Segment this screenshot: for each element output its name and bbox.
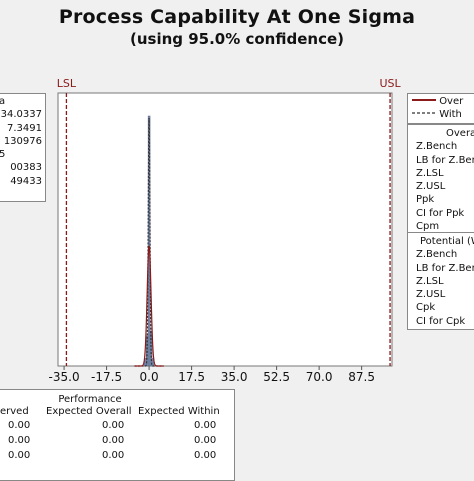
lsl-label: LSL [57, 77, 77, 90]
overall-row: CI for Ppk [416, 207, 465, 219]
usl-label: USL [379, 77, 401, 90]
potential-heading: Potential (W [420, 236, 474, 247]
potential-row: CI for Cpk [416, 315, 466, 327]
x-tick-label: -17.5 [91, 370, 122, 384]
performance-header: Expected Overall [46, 406, 132, 417]
performance-cell: 0.00 [102, 450, 125, 461]
x-tick-label: 35.0 [221, 370, 248, 384]
x-tick-label: 87.5 [348, 370, 375, 384]
performance-cell: 0.00 [102, 435, 125, 446]
x-tick-label: -35.0 [49, 370, 80, 384]
performance-cell: 0.00 [8, 420, 31, 431]
process-data-line: 5 [0, 148, 45, 161]
performance-cell: 0.00 [8, 450, 31, 461]
x-tick-label: 0.0 [140, 370, 159, 384]
overall-row: Z.LSL [416, 167, 444, 179]
performance-table: Performance erved Expected Overall Expec… [0, 389, 235, 481]
performance-cell: 0.00 [194, 420, 217, 431]
overall-heading: Overa [446, 128, 474, 139]
performance-cell: 0.00 [102, 420, 125, 431]
potential-row: Z.Bench [416, 249, 458, 261]
process-data-line: 49433 [10, 175, 42, 187]
process-data-box: a 34.0337 7.3491 130976 5 00383 49433 [0, 93, 46, 202]
performance-title: Performance [58, 394, 122, 405]
overall-row: Ppk [416, 194, 435, 206]
x-tick-label: 52.5 [263, 370, 290, 384]
potential-row: Z.USL [416, 289, 446, 301]
performance-cell: 0.00 [8, 435, 31, 446]
performance-cell: 0.00 [194, 435, 217, 446]
chart-title: Process Capability At One Sigma [58, 6, 416, 28]
process-data-line: 7.3491 [7, 122, 42, 134]
overall-row: Cpm [416, 221, 440, 233]
overall-row: Z.USL [416, 181, 446, 193]
x-tick-label: 70.0 [306, 370, 333, 384]
legend: Over With [407, 93, 474, 124]
process-data-line: 34.0337 [0, 109, 42, 121]
legend-label: With [439, 109, 462, 121]
overall-row: Z.Bench [416, 141, 458, 153]
potential-row: Z.LSL [416, 275, 444, 287]
legend-label: Over [439, 96, 464, 107]
histogram-bar [149, 330, 153, 367]
plot-area [57, 92, 393, 367]
solid-line-icon [412, 99, 436, 101]
performance-header: Expected Within [138, 406, 220, 417]
overall-curve [134, 245, 164, 367]
performance-header: erved [0, 406, 29, 417]
chart-subtitle: (using 95.0% confidence) [129, 30, 344, 48]
performance-cell: 0.00 [194, 450, 217, 461]
process-data-line: 00383 [10, 162, 42, 174]
legend-item-within: With [408, 108, 474, 121]
process-data-line: a [0, 95, 45, 108]
legend-item-overall: Over [408, 95, 474, 108]
process-data-line: 130976 [3, 135, 42, 147]
potential-capability-box: Potential (W Z.Bench LB for Z.Benc Z.LSL… [407, 232, 474, 330]
potential-row: Cpk [416, 302, 436, 314]
x-tick-label: 17.5 [178, 370, 205, 384]
overall-capability-box: Overa Z.Bench LB for Z.Benc Z.LSL Z.USL … [407, 124, 474, 234]
dashed-line-icon [412, 112, 436, 114]
overall-row: LB for Z.Benc [416, 154, 474, 166]
potential-row: LB for Z.Benc [416, 262, 474, 274]
